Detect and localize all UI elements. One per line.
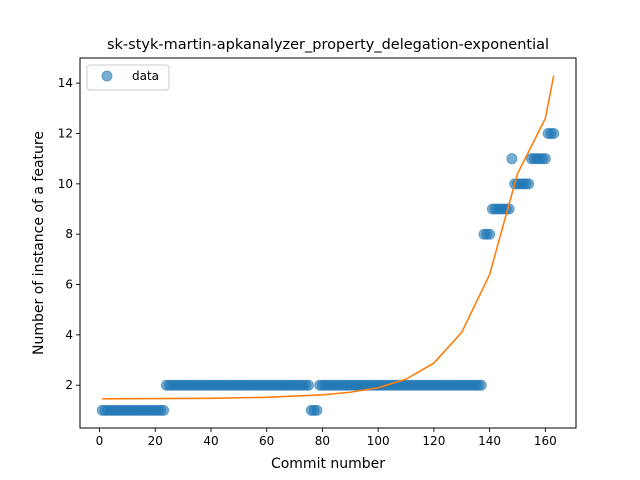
y-tick-label-6: 6: [65, 278, 73, 292]
x-tick-label-0: 0: [96, 434, 104, 448]
y-tick-label-8: 8: [65, 227, 73, 241]
y-tick-label-4: 4: [65, 328, 73, 342]
data-point-159: [539, 153, 551, 165]
x-tick-label-60: 60: [259, 434, 274, 448]
plot-area: [96, 75, 560, 416]
legend-marker-data: [101, 70, 113, 82]
x-tick-label-140: 140: [478, 434, 501, 448]
x-tick-label-20: 20: [148, 434, 163, 448]
x-axis-label: Commit number: [271, 456, 385, 472]
data-point-153: [523, 178, 535, 190]
y-tick-label-12: 12: [58, 127, 73, 141]
y-axis-label: Number of instance of a feature: [31, 131, 47, 355]
axes-frame: [79, 57, 577, 429]
x-tick-label-80: 80: [315, 434, 330, 448]
y-axis: 2 4 6 8 10 12 14: [58, 76, 80, 392]
data-point-77: [311, 404, 323, 416]
y-tick-label-2: 2: [65, 378, 73, 392]
y-tick-label-14: 14: [58, 76, 73, 90]
x-tick-label-40: 40: [203, 434, 218, 448]
data-point-136: [475, 379, 487, 391]
data-point-74: [302, 379, 314, 391]
x-axis: 0 20 40 60 80 100 120 140 160: [96, 428, 557, 448]
x-tick-label-120: 120: [422, 434, 445, 448]
legend-label-data: data: [132, 69, 159, 83]
data-point-147: [506, 153, 518, 165]
data-point-162: [548, 128, 560, 140]
legend: data: [86, 64, 170, 91]
data-point-139: [484, 228, 496, 240]
x-tick-label-160: 160: [534, 434, 557, 448]
y-tick-label-10: 10: [58, 177, 73, 191]
data-point-22: [158, 404, 170, 416]
chart-title: sk-styk-martin-apkanalyzer_property_dele…: [107, 37, 549, 53]
x-tick-label-100: 100: [367, 434, 390, 448]
fit-line: [102, 75, 555, 400]
